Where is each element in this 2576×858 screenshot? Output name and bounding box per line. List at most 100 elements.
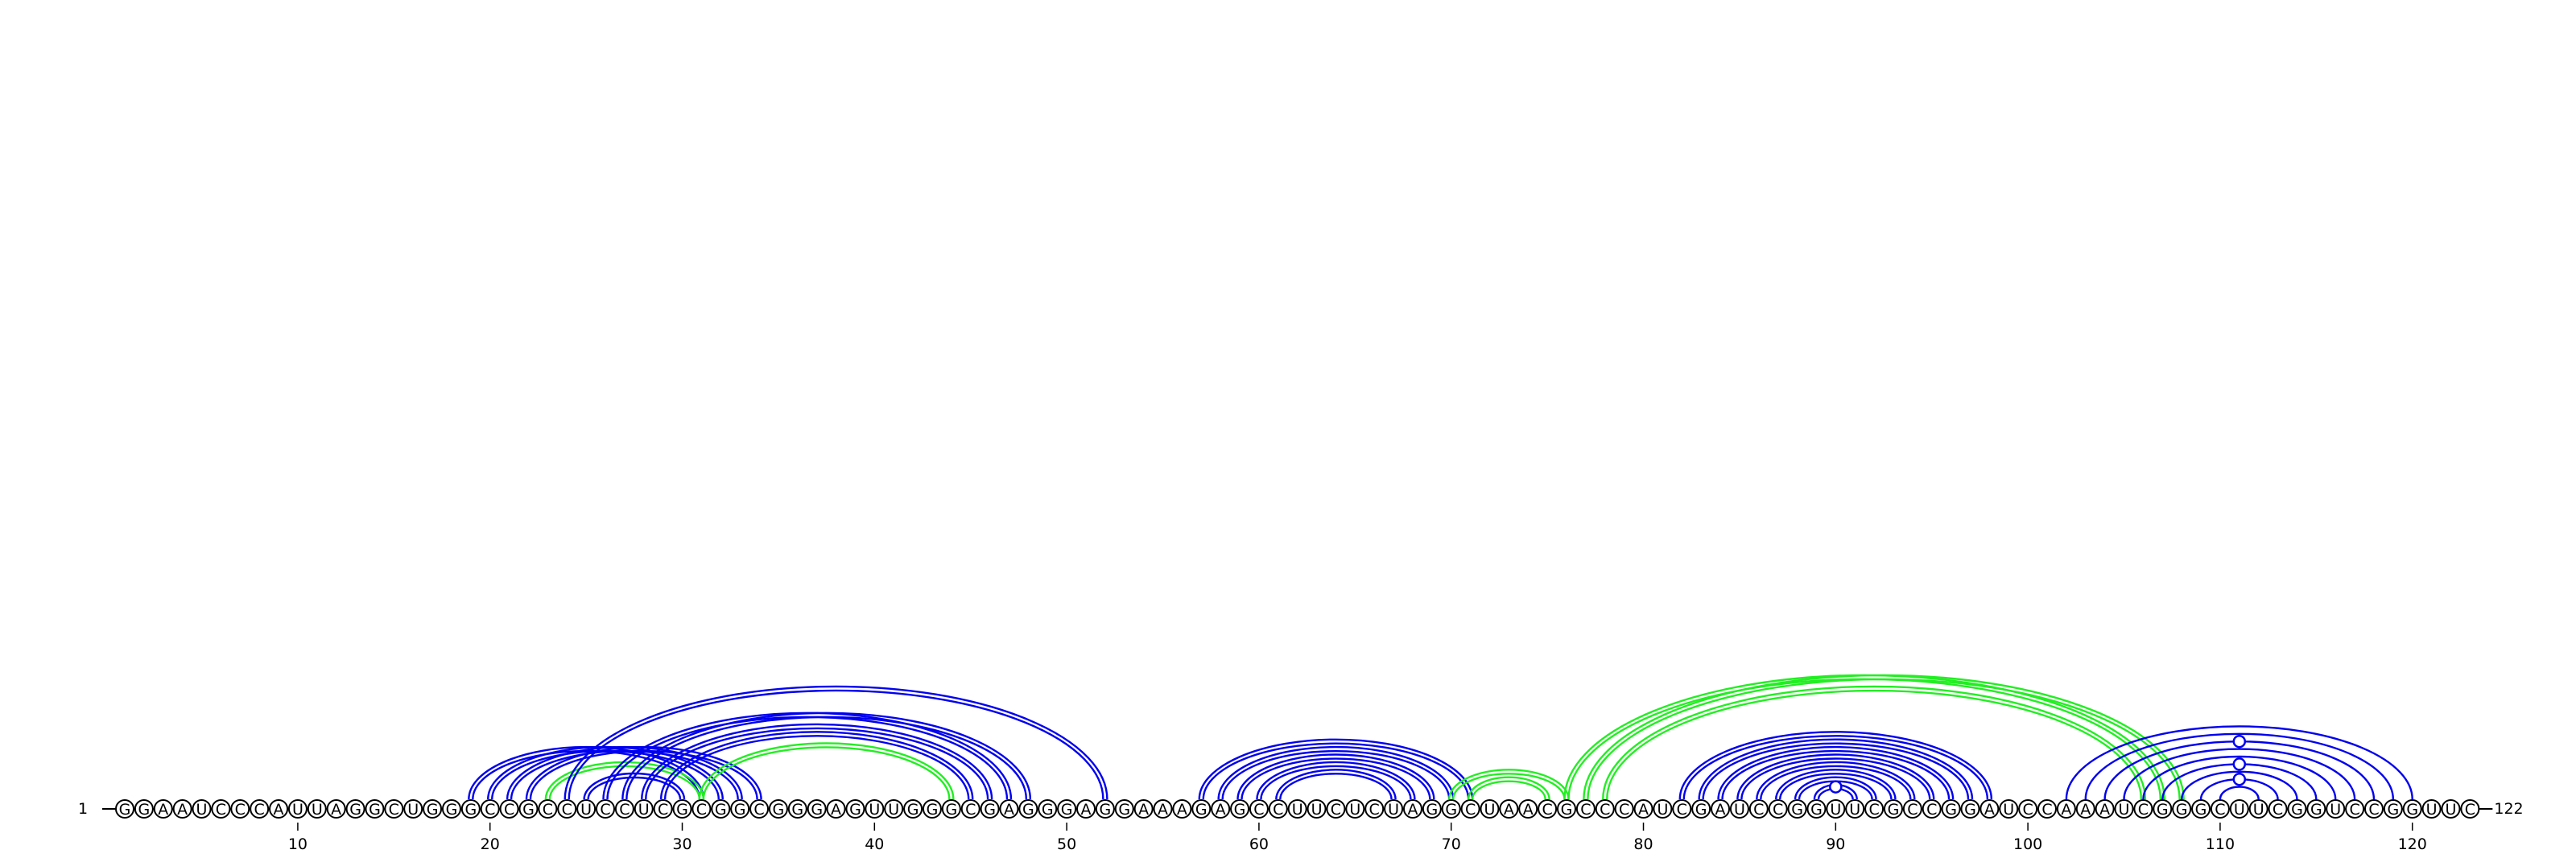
nucleotide-letter: C (753, 801, 764, 819)
nucleotide-letter: A (2099, 801, 2110, 819)
nucleotide-letter: U (1849, 801, 1860, 819)
nucleotide-7: C (230, 799, 250, 819)
nucleotide-letter: C (2138, 801, 2149, 819)
nucleotide-117: C (2345, 799, 2365, 819)
nucleotide-letter: U (2330, 801, 2341, 819)
nucleotide-62: U (1287, 799, 1307, 819)
nucleotide-92: C (1864, 799, 1885, 819)
nucleotide-118: C (2363, 799, 2384, 819)
nucleotide-letter: G (349, 801, 361, 819)
nucleotide-letter: A (1138, 801, 1149, 819)
nucleotide-122: U (2441, 799, 2461, 819)
nucleotide-37: G (807, 799, 827, 819)
nucleotide-letter: C (2215, 801, 2225, 819)
nucleotide-59: G (1230, 799, 1250, 819)
nucleotide-103: A (2075, 799, 2095, 819)
nucleotide-107: G (2153, 799, 2173, 819)
nucleotide-11: U (307, 799, 327, 819)
base-pair-arc-31-44 (702, 746, 951, 800)
nucleotide-94: C (1902, 799, 1922, 819)
nucleotide-78: C (1595, 799, 1615, 819)
nucleotide-letter: C (485, 801, 495, 819)
nucleotide-116: U (2326, 799, 2346, 819)
base-pair-arc-71-75 (1471, 780, 1546, 800)
nucleotide-letter: G (2157, 801, 2169, 819)
nucleotide-67: U (1384, 799, 1404, 819)
nucleotide-29: C (653, 799, 673, 819)
tick-label-40: 40 (865, 835, 884, 853)
nucleotide-letter: C (1580, 801, 1591, 819)
tick-label-60: 60 (1249, 835, 1269, 853)
nucleotide-letter: G (2176, 801, 2188, 819)
nucleotide-letter: U (292, 801, 303, 819)
nucleotide-letter: C (2273, 801, 2283, 819)
nucleotide-24: C (557, 799, 577, 819)
nucleotide-letter: G (791, 801, 803, 819)
base-pair-arc-58-70 (1217, 745, 1455, 800)
nucleotide-49: G (1038, 799, 1058, 819)
nucleotide-87: C (1768, 799, 1788, 819)
nucleotide-letter: A (158, 801, 168, 819)
nucleotide-letter: G (1561, 801, 1573, 819)
nucleotide-23: C (538, 799, 558, 819)
nucleotide-letter: U (1484, 801, 1496, 819)
nucleotide-25: U (576, 799, 597, 819)
nucleotide-letter: U (2119, 801, 2130, 819)
nucleotide-72: U (1480, 799, 1500, 819)
nucleotide-letter: A (1715, 801, 1726, 819)
nucleotide-letter: U (1311, 801, 1323, 819)
nucleotide-letter: C (2022, 801, 2033, 819)
nucleotide-95: C (1922, 799, 1942, 819)
base-pair-arc-82-98 (1678, 731, 1993, 800)
nucleotide-45: C (960, 799, 980, 819)
nucleotide-60: C (1249, 799, 1269, 819)
nucleotide-letter: A (1004, 801, 1014, 819)
base-pair-arc-82-98 (1682, 735, 1989, 800)
nucleotide-letter: C (1465, 801, 1476, 819)
nucleotide-106: C (2133, 799, 2153, 819)
nucleotide-113: C (2268, 799, 2288, 819)
nucleotide-26: C (596, 799, 615, 819)
nucleotide-letter: A (1407, 801, 1418, 819)
nucleotide-55: A (1153, 799, 1173, 819)
nucleotide-letter: U (1292, 801, 1303, 819)
nucleotide-93: G (1883, 799, 1903, 819)
nucleotide-letter: U (638, 801, 650, 819)
nucleotide-58: A (1211, 799, 1231, 819)
nucleotide-letter: C (1619, 801, 1629, 819)
nucleotide-85: U (1729, 799, 1749, 819)
nucleotide-6: C (211, 799, 231, 819)
nucleotide-letter: C (1907, 801, 1918, 819)
end-position-label: 122 (2494, 800, 2523, 818)
nucleotide-30: G (672, 799, 692, 819)
nucleotide-letter: C (216, 801, 226, 819)
nucleotide-letter: C (2041, 801, 2052, 819)
nucleotide-64: C (1326, 799, 1346, 819)
nucleotide-letter: G (945, 801, 957, 819)
nucleotide-2: G (134, 799, 154, 819)
nucleotide-74: A (1518, 799, 1538, 819)
nucleotide-letter: U (888, 801, 899, 819)
nucleotide-57: G (1191, 799, 1212, 819)
nucleotide-91: U (1845, 799, 1865, 819)
tick-label-80: 80 (1633, 835, 1653, 853)
nucleotide-letter: A (1177, 801, 1187, 819)
nucleotide-letter: G (907, 801, 919, 819)
nucleotide-letter: C (1253, 801, 1264, 819)
nucleotide-115: G (2306, 799, 2326, 819)
nucleotide-120: G (2402, 799, 2422, 819)
base-pair-arc-86-94 (1760, 765, 1912, 800)
base-pair-arc-87-93 (1778, 773, 1893, 800)
nucleotide-letter: U (580, 801, 592, 819)
nucleotide-71: C (1460, 799, 1480, 819)
nucleotide-letter: C (389, 801, 399, 819)
nucleotide-22: G (518, 799, 539, 819)
tick-label-120: 120 (2398, 835, 2427, 853)
nucleotide-letter: G (1234, 801, 1246, 819)
base-pair-arc-57-71 (1198, 738, 1474, 800)
nucleotide-65: U (1345, 799, 1365, 819)
nucleotide-41: U (884, 799, 904, 819)
nucleotide-letter: A (1158, 801, 1168, 819)
